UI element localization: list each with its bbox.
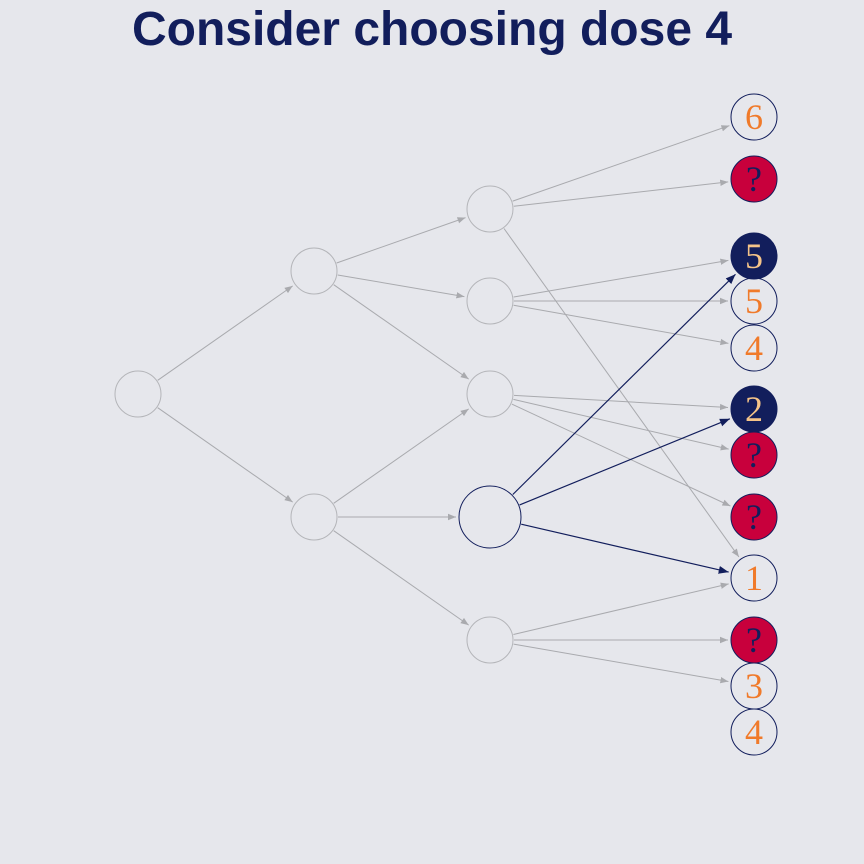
leaf-label: ?	[746, 620, 762, 660]
edge-b3-L7	[511, 403, 731, 507]
leaf-circle	[730, 708, 778, 756]
leaf-label: 2	[745, 389, 763, 429]
leaf-circle	[730, 493, 778, 541]
tree-node-b5	[466, 616, 514, 664]
highlighted-edge-b4-L2	[512, 273, 736, 495]
leaf-circle	[730, 232, 778, 280]
leaf-label: ?	[746, 497, 762, 537]
diagram-title: Consider choosing dose 4	[131, 3, 733, 56]
leaf-label: 4	[745, 712, 763, 752]
leaf-node-11: 3	[730, 662, 778, 710]
leaf-label: 6	[745, 97, 763, 137]
leaf-circle	[730, 324, 778, 372]
tree-node-b1	[466, 185, 514, 233]
edge-b5-L8	[513, 582, 729, 635]
leaf-label: ?	[746, 435, 762, 475]
edge-a2-b3	[333, 408, 469, 504]
leaf-node-3: 5	[730, 232, 778, 280]
edge-b1-L1	[513, 179, 729, 207]
selected-node-b4	[458, 485, 522, 549]
leaf-node-1: 6	[730, 93, 778, 141]
edge-a1-b1	[336, 217, 466, 264]
leaf-node-12: 4	[730, 708, 778, 756]
edge-b3-L6	[513, 398, 729, 451]
highlighted-edge-b4-L5	[519, 418, 731, 506]
leaf-node-5: 4	[730, 324, 778, 372]
edge-a1-b3	[333, 284, 469, 380]
tree-node-b2	[466, 277, 514, 325]
edge-b2-L2	[513, 258, 729, 298]
edge-a2-b5	[333, 530, 469, 626]
leaf-label: 4	[745, 328, 763, 368]
tree-node-a1	[290, 247, 338, 295]
highlighted-edge-b4-L8	[521, 523, 729, 574]
leaf-label: 1	[745, 558, 763, 598]
edge-root-a1	[157, 285, 293, 381]
leaf-node-8: ?	[730, 493, 778, 541]
leaf-label: 3	[745, 666, 763, 706]
node-layer: 6? 5 5 4 2?? 1? 3 4	[114, 93, 778, 756]
leaf-label: 5	[745, 236, 763, 276]
edge-root-a2	[157, 407, 293, 503]
edge-b2-L4	[513, 304, 729, 346]
tree-node-b3	[466, 370, 514, 418]
edge-b5-L10	[513, 643, 729, 684]
edge-a1-b2	[337, 274, 465, 299]
edge-layer	[157, 125, 740, 684]
leaf-circle	[730, 277, 778, 325]
leaf-circle	[730, 431, 778, 479]
leaf-node-7: ?	[730, 431, 778, 479]
leaf-node-10: ?	[730, 616, 778, 664]
edge-b3-L5	[513, 394, 729, 411]
tree-node-root	[114, 370, 162, 418]
leaf-circle	[730, 155, 778, 203]
leaf-circle	[730, 554, 778, 602]
leaf-circle	[730, 93, 778, 141]
leaf-label: ?	[746, 159, 762, 199]
edge-b1-L0	[512, 125, 730, 202]
leaf-node-9: 1	[730, 554, 778, 602]
leaf-node-4: 5	[730, 277, 778, 325]
leaf-node-6: 2	[730, 385, 778, 433]
leaf-node-2: ?	[730, 155, 778, 203]
tree-node-a2	[290, 493, 338, 541]
edge-b1-L8	[503, 228, 740, 558]
leaf-label: 5	[745, 281, 763, 321]
